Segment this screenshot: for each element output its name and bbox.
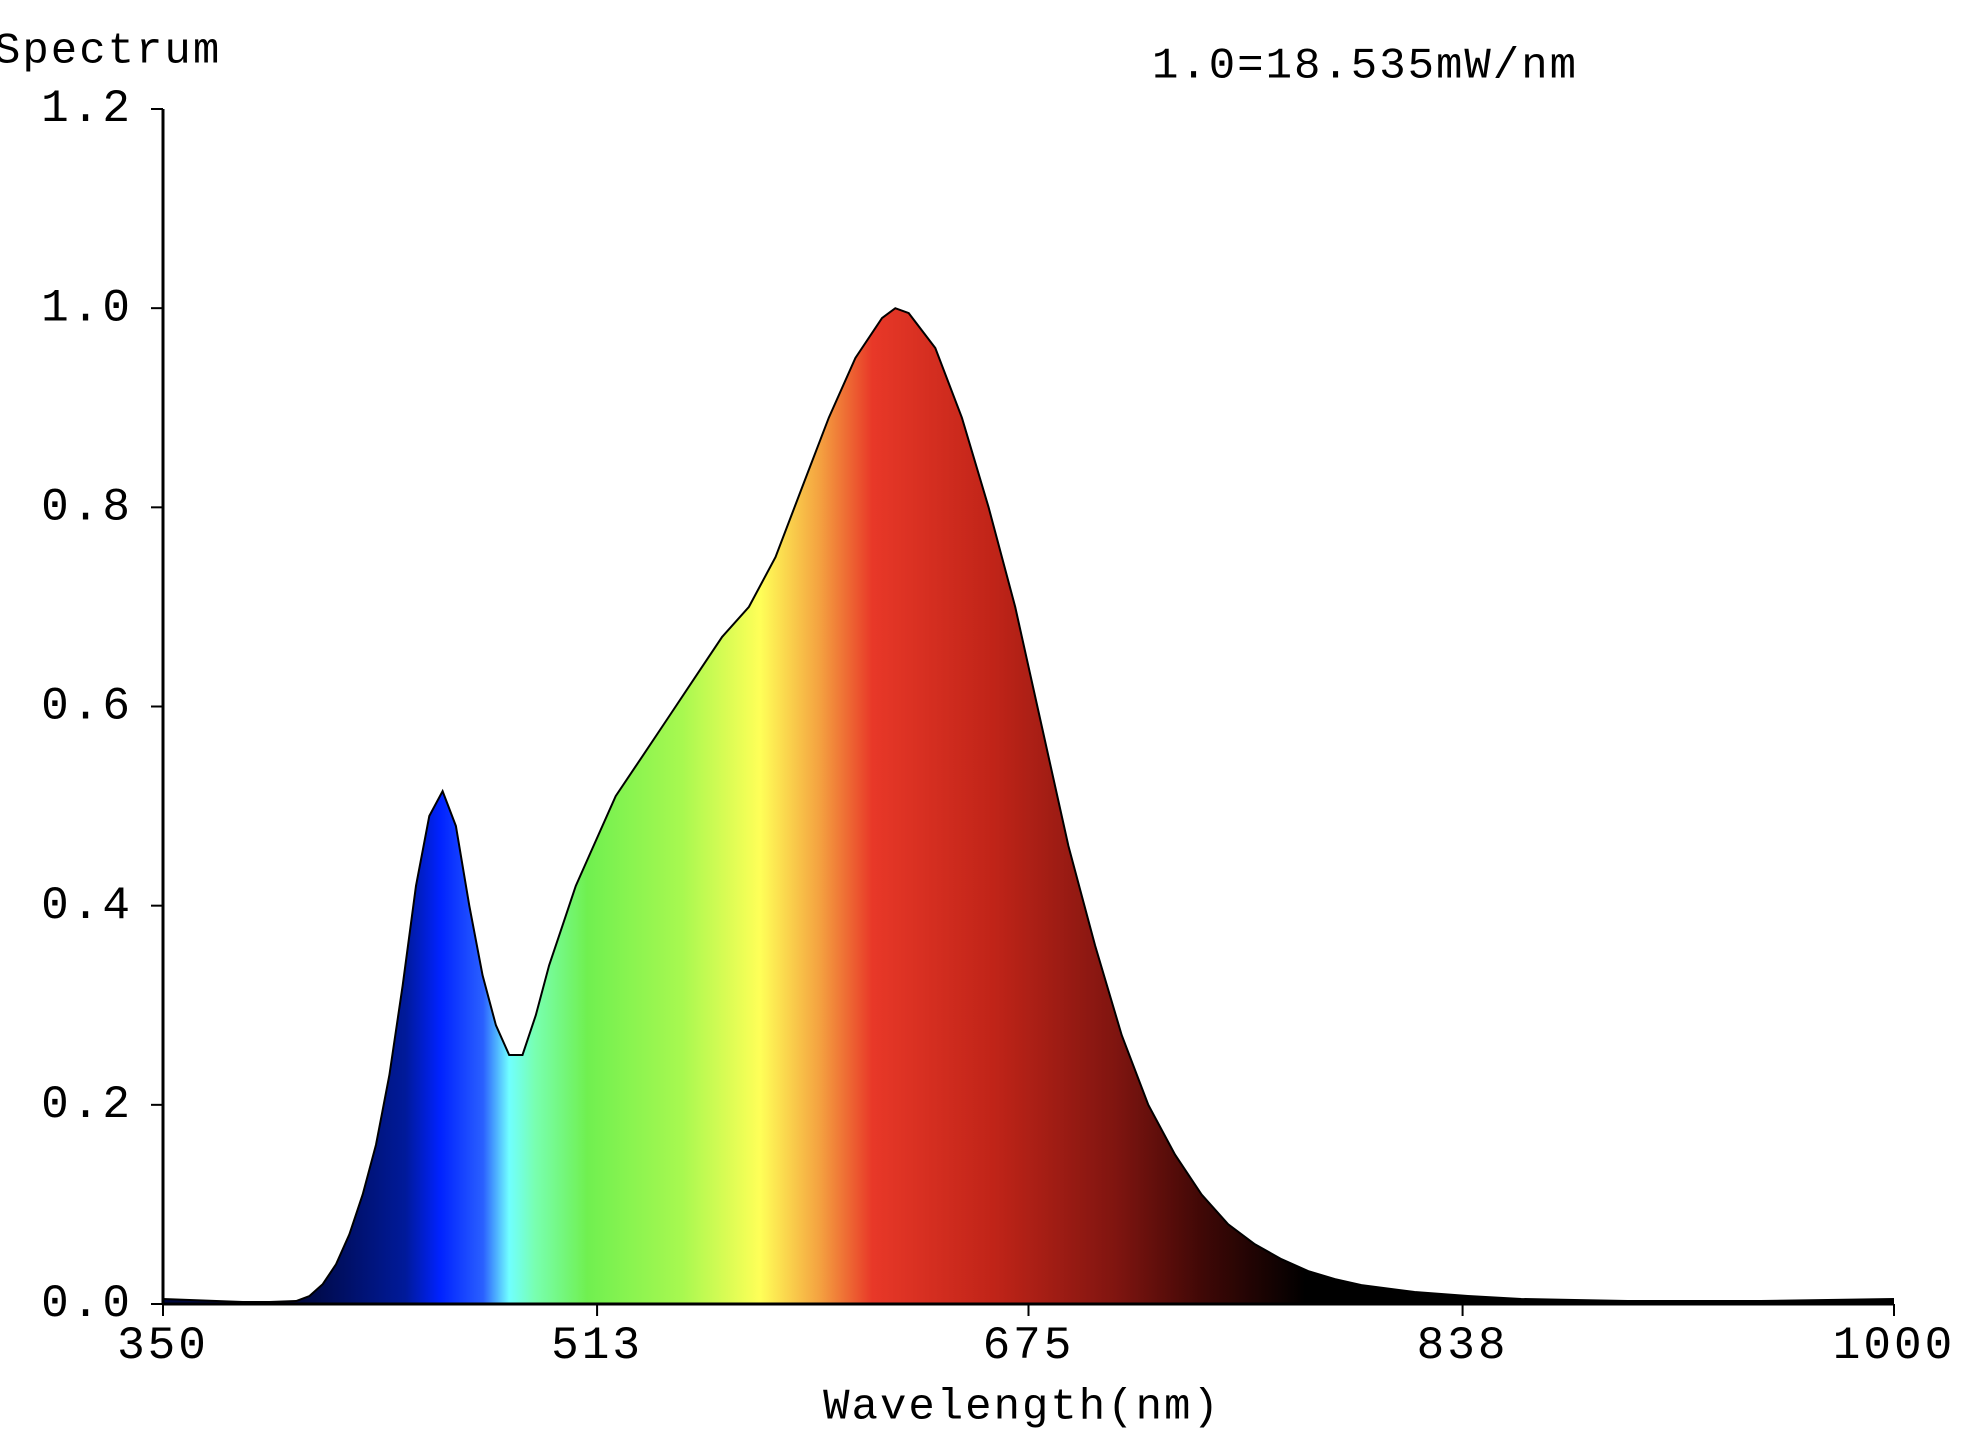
y-tick-label: 0.6	[41, 681, 133, 733]
y-tick-label: 1.0	[41, 282, 133, 334]
x-tick-label: 350	[117, 1320, 209, 1372]
x-tick-label: 1000	[1833, 1320, 1955, 1372]
y-tick-label: 0.0	[41, 1278, 133, 1330]
x-tick-label: 838	[1417, 1320, 1509, 1372]
y-tick-label: 0.8	[41, 481, 133, 533]
y-tick-label: 1.2	[41, 83, 133, 135]
x-tick-label: 513	[551, 1320, 643, 1372]
x-axis-label: Wavelength(nm)	[823, 1383, 1221, 1430]
annotation: 1.0=18.535mW/nm	[1152, 42, 1578, 92]
y-tick-label: 0.2	[41, 1079, 133, 1131]
y-tick-label: 0.4	[41, 880, 133, 932]
chart-title: Spectrum	[0, 27, 221, 77]
spectrum-line	[162, 307, 1895, 1303]
x-tick-label: 675	[983, 1320, 1075, 1372]
spectrum-area	[163, 308, 1894, 1304]
